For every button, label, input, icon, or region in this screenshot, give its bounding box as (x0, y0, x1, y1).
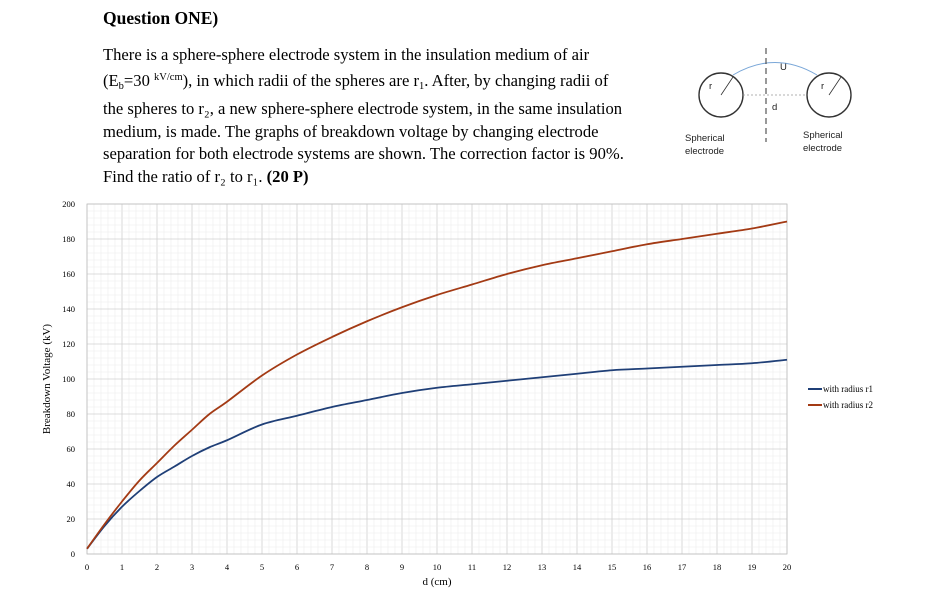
x-tick-label: 8 (365, 562, 369, 572)
gap-label: d (772, 102, 777, 113)
y-tick-label: 180 (62, 234, 75, 244)
x-tick-label: 14 (573, 562, 582, 572)
left-electrode-label-2: electrode (685, 146, 724, 157)
legend-label: with radius r2 (823, 400, 873, 410)
question-line: medium, is made. The graphs of breakdown… (103, 121, 599, 141)
right-radius-line (828, 76, 842, 96)
right-sphere (806, 72, 852, 118)
series-line-2 (86, 220, 788, 550)
plot-area-border (86, 203, 788, 555)
x-tick-label: 6 (295, 562, 299, 572)
x-tick-label: 0 (85, 562, 89, 572)
x-tick-label: 20 (783, 562, 792, 572)
y-tick-label: 40 (67, 479, 76, 489)
y-tick-label: 20 (67, 514, 76, 524)
question-line: the spheres to r₂, a new sphere-sphere e… (103, 99, 623, 118)
x-tick-label: 19 (748, 562, 757, 572)
right-electrode-label-1: Spherical (803, 130, 843, 141)
y-tick-label: 0 (71, 549, 75, 559)
chart-grid (86, 203, 788, 555)
y-tick-label: 200 (62, 199, 75, 209)
electrode-diagram: r r U d Spherical electrode Spherical el… (685, 48, 852, 157)
y-tick-label: 140 (62, 304, 75, 314)
question-body: There is a sphere-sphere electrode syste… (103, 44, 669, 188)
x-tick-label: 3 (190, 562, 194, 572)
y-tick-label: 120 (62, 339, 75, 349)
y-tick-label: 160 (62, 269, 75, 279)
y-tick-label: 80 (67, 409, 76, 419)
x-tick-label: 1 (120, 562, 124, 572)
x-tick-label: 10 (433, 562, 442, 572)
chart-series (86, 220, 788, 550)
x-tick-label: 5 (260, 562, 264, 572)
voltage-arc (732, 62, 818, 76)
left-radius-line (720, 76, 734, 96)
x-tick-label: 17 (678, 562, 687, 572)
series-line-1 (86, 358, 788, 550)
y-tick-label: 60 (67, 444, 76, 454)
x-tick-label: 2 (155, 562, 159, 572)
x-tick-label: 9 (400, 562, 404, 572)
points-label: (20 P) (266, 166, 309, 186)
question-line: separation for both electrode systems ar… (103, 144, 624, 163)
x-axis-title: d (cm) (422, 576, 451, 588)
right-electrode-label-2: electrode (803, 143, 842, 154)
x-tick-label: 4 (225, 562, 230, 572)
left-radius-label: r (709, 81, 712, 92)
chart-legend: with radius r1 with radius r2 (808, 384, 873, 410)
question-title: Question ONE) (103, 8, 219, 28)
question-line: Find the ratio of r₂ to r₁. (20 P) (103, 166, 309, 186)
x-tick-label: 18 (713, 562, 722, 572)
voltage-label: U (780, 62, 787, 73)
x-tick-label: 15 (608, 562, 617, 572)
legend-label: with radius r1 (823, 384, 873, 394)
x-tick-labels: 0 1 2 3 4 5 6 7 8 9 10 11 12 13 14 15 16 17 18 19 20 (85, 562, 791, 572)
left-electrode-label-1: Spherical (685, 133, 725, 144)
x-tick-label: 7 (330, 562, 334, 572)
x-tick-label: 16 (643, 562, 652, 572)
x-tick-label: 12 (503, 562, 512, 572)
question-line: (Eb=30 kV/cm), in which radii of the sph… (103, 70, 609, 92)
y-axis-title: Breakdown Voltage (kV) (41, 324, 53, 435)
y-tick-label: 100 (62, 374, 75, 384)
y-tick-labels: 0 20 40 60 80 100 120 140 160 180 200 (62, 199, 75, 559)
question-line: There is a sphere-sphere electrode syste… (103, 45, 590, 64)
x-tick-label: 13 (538, 562, 547, 572)
right-radius-label: r (821, 81, 824, 92)
x-tick-label: 11 (468, 562, 476, 572)
